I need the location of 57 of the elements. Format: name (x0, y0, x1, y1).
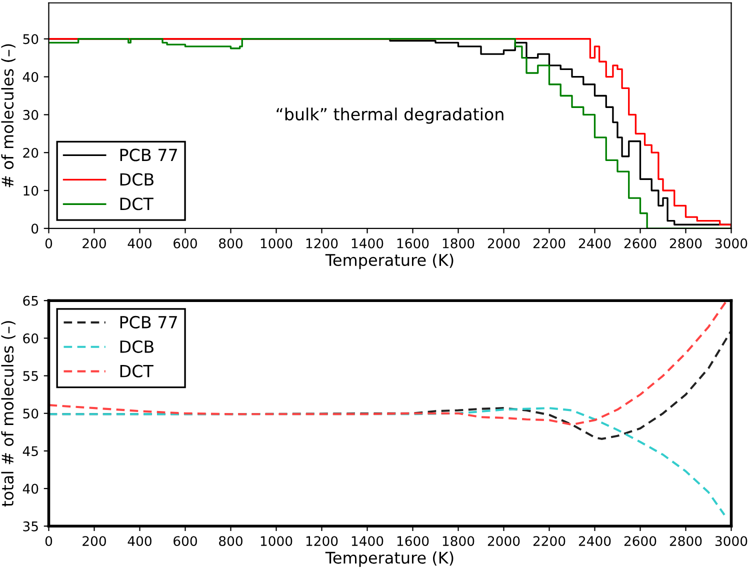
x-tick-label: 2400 (578, 536, 611, 546)
legend-label: DCB (120, 173, 154, 186)
x-tick-label: 400 (128, 536, 152, 546)
y-tick-label: 0 (32, 224, 38, 234)
x-tick-label: 2600 (624, 238, 656, 248)
y-tick-label: 50 (23, 34, 38, 44)
y-axis-title: total # of molecules (–) (1, 321, 16, 506)
x-tick-label: 1000 (260, 536, 292, 546)
x-tick-label: 3000 (715, 536, 748, 546)
x-tick-label: 0 (45, 536, 52, 546)
x-tick-label: 200 (82, 238, 106, 248)
x-tick-label: 200 (82, 536, 106, 546)
x-tick-label: 2000 (488, 238, 520, 248)
legend-label: DCT (120, 364, 154, 378)
legend-label: PCB 77 (120, 316, 177, 328)
x-tick-label: 0 (45, 238, 52, 248)
y-tick-label: 55 (23, 371, 38, 381)
x-tick-label: 2200 (533, 536, 566, 546)
x-tick-label: 800 (219, 536, 242, 546)
y-tick-label: 40 (22, 484, 38, 494)
legend-label: PCB 77 (120, 148, 177, 162)
x-tick-label: 600 (174, 238, 197, 248)
x-tick-label: 1800 (442, 238, 474, 248)
x-tick-label: 2200 (533, 238, 566, 248)
x-axis-title: Temperature (K) (325, 551, 454, 567)
y-tick-label: 40 (22, 72, 38, 82)
x-tick-label: 600 (174, 536, 197, 546)
y-axis-title: # of molecules (–) (1, 44, 16, 188)
y-tick-label: 35 (23, 521, 38, 532)
x-axis-title: Temperature (K) (325, 254, 454, 270)
line-series (48, 300, 728, 426)
legend-label: DCB (120, 340, 154, 353)
x-tick-label: 2000 (488, 536, 520, 546)
x-tick-label: 1600 (397, 238, 429, 248)
x-tick-label: 2600 (624, 536, 656, 546)
x-tick-label: 3000 (715, 238, 748, 248)
x-tick-label: 1400 (352, 536, 384, 546)
x-tick-label: 1000 (260, 238, 292, 248)
y-tick-label: 50 (23, 408, 38, 419)
x-tick-label: 400 (128, 238, 152, 248)
y-tick-label: 45 (22, 446, 38, 456)
y-tick-label: 30 (23, 110, 38, 120)
x-tick-label: 1400 (352, 238, 384, 248)
x-tick-label: 800 (219, 238, 242, 248)
x-tick-label: 1600 (397, 536, 429, 546)
annotation: “bulk” thermal degradation (276, 108, 504, 124)
x-tick-label: 2800 (670, 536, 702, 546)
y-tick-label: 60 (23, 333, 38, 344)
x-tick-label: 1800 (442, 536, 474, 546)
x-tick-label: 2800 (670, 238, 702, 248)
x-tick-label: 2400 (578, 238, 611, 248)
y-tick-label: 10 (24, 186, 38, 196)
x-tick-label: 1200 (306, 238, 338, 248)
x-tick-label: 1200 (306, 536, 338, 546)
y-tick-label: 65 (23, 296, 38, 306)
legend-label: DCT (120, 198, 154, 210)
y-tick-label: 20 (23, 148, 38, 158)
